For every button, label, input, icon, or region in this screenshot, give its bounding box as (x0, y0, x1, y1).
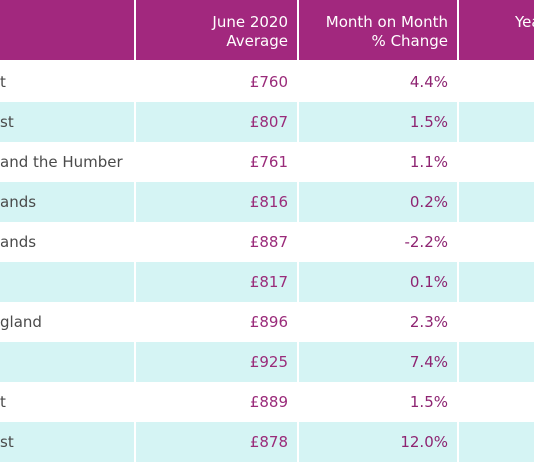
region-cell (0, 262, 134, 302)
table-row: t £889 1.5% (0, 382, 534, 422)
region-cell: ands (0, 222, 134, 262)
average-value: £761 (249, 153, 288, 171)
average-cell: £760 (136, 62, 297, 102)
yoy-cell (459, 302, 534, 342)
yoy-cell (459, 222, 534, 262)
region-cell: st (0, 422, 134, 462)
yoy-cell (459, 382, 534, 422)
region-cell: gland (0, 302, 134, 342)
mom-cell: 4.4% (299, 62, 457, 102)
average-value: £887 (249, 233, 288, 251)
header-yoy: Yea (459, 0, 534, 60)
average-cell: £807 (136, 102, 297, 142)
region-cell (0, 342, 134, 382)
average-cell: £878 (136, 422, 297, 462)
table-row: st £878 12.0% (0, 422, 534, 462)
yoy-cell (459, 182, 534, 222)
yoy-cell (459, 62, 534, 102)
mom-value: 0.2% (409, 193, 448, 211)
mom-cell: 1.1% (299, 142, 457, 182)
mom-cell: 2.3% (299, 302, 457, 342)
table-row: ands £816 0.2% (0, 182, 534, 222)
mom-value: 1.1% (409, 153, 448, 171)
mom-value: 4.4% (409, 73, 448, 91)
mom-value: 1.5% (409, 113, 448, 131)
mom-cell: 0.1% (299, 262, 457, 302)
average-cell: £887 (136, 222, 297, 262)
mom-value: 7.4% (409, 353, 448, 371)
table-header: June 2020 Average Month on Month % Chang… (0, 0, 534, 60)
average-value: £925 (249, 353, 288, 371)
table-row: and the Humber £761 1.1% (0, 142, 534, 182)
header-mom-label: Month on Month % Change (326, 13, 448, 51)
average-value: £878 (249, 433, 288, 451)
yoy-cell (459, 262, 534, 302)
average-value: £896 (249, 313, 288, 331)
region-name: and the Humber (0, 153, 123, 171)
region-name: t (0, 73, 6, 91)
mom-cell: -2.2% (299, 222, 457, 262)
header-mom-line2: % Change (371, 32, 448, 50)
average-value: £760 (249, 73, 288, 91)
average-cell: £816 (136, 182, 297, 222)
region-name: t (0, 393, 6, 411)
region-cell: ands (0, 182, 134, 222)
yoy-cell (459, 342, 534, 382)
average-value: £817 (249, 273, 288, 291)
header-mom: Month on Month % Change (299, 0, 457, 60)
average-cell: £889 (136, 382, 297, 422)
mom-cell: 7.4% (299, 342, 457, 382)
mom-cell: 1.5% (299, 102, 457, 142)
region-cell: t (0, 382, 134, 422)
mom-cell: 1.5% (299, 382, 457, 422)
table-row: st £807 1.5% (0, 102, 534, 142)
average-cell: £925 (136, 342, 297, 382)
header-average-line1: June 2020 (212, 13, 288, 31)
average-value: £816 (249, 193, 288, 211)
mom-value: 2.3% (409, 313, 448, 331)
header-average-line2: Average (226, 32, 288, 50)
region-name: ands (0, 233, 37, 251)
average-cell: £896 (136, 302, 297, 342)
mom-value: 12.0% (400, 433, 448, 451)
table-row: £817 0.1% (0, 262, 534, 302)
header-region-cell (0, 0, 134, 60)
average-cell: £817 (136, 262, 297, 302)
region-name: st (0, 113, 14, 131)
yoy-cell (459, 102, 534, 142)
region-name: ands (0, 193, 37, 211)
header-average-label: June 2020 Average (212, 13, 288, 51)
region-name: gland (0, 313, 42, 331)
header-average: June 2020 Average (136, 0, 297, 60)
table-row: £925 7.4% (0, 342, 534, 382)
region-cell: t (0, 62, 134, 102)
mom-value: 1.5% (409, 393, 448, 411)
table-row: t £760 4.4% (0, 62, 534, 102)
region-name: st (0, 433, 14, 451)
table-row: gland £896 2.3% (0, 302, 534, 342)
table-row: ands £887 -2.2% (0, 222, 534, 262)
header-mom-line1: Month on Month (325, 13, 448, 31)
mom-cell: 0.2% (299, 182, 457, 222)
mom-value: -2.2% (404, 233, 448, 251)
average-value: £807 (249, 113, 288, 131)
average-cell: £761 (136, 142, 297, 182)
yoy-cell (459, 142, 534, 182)
yoy-cell (459, 422, 534, 462)
mom-cell: 12.0% (299, 422, 457, 462)
region-cell: and the Humber (0, 142, 134, 182)
region-cell: st (0, 102, 134, 142)
header-yoy-label: Yea (515, 13, 534, 31)
average-value: £889 (249, 393, 288, 411)
mom-value: 0.1% (409, 273, 448, 291)
